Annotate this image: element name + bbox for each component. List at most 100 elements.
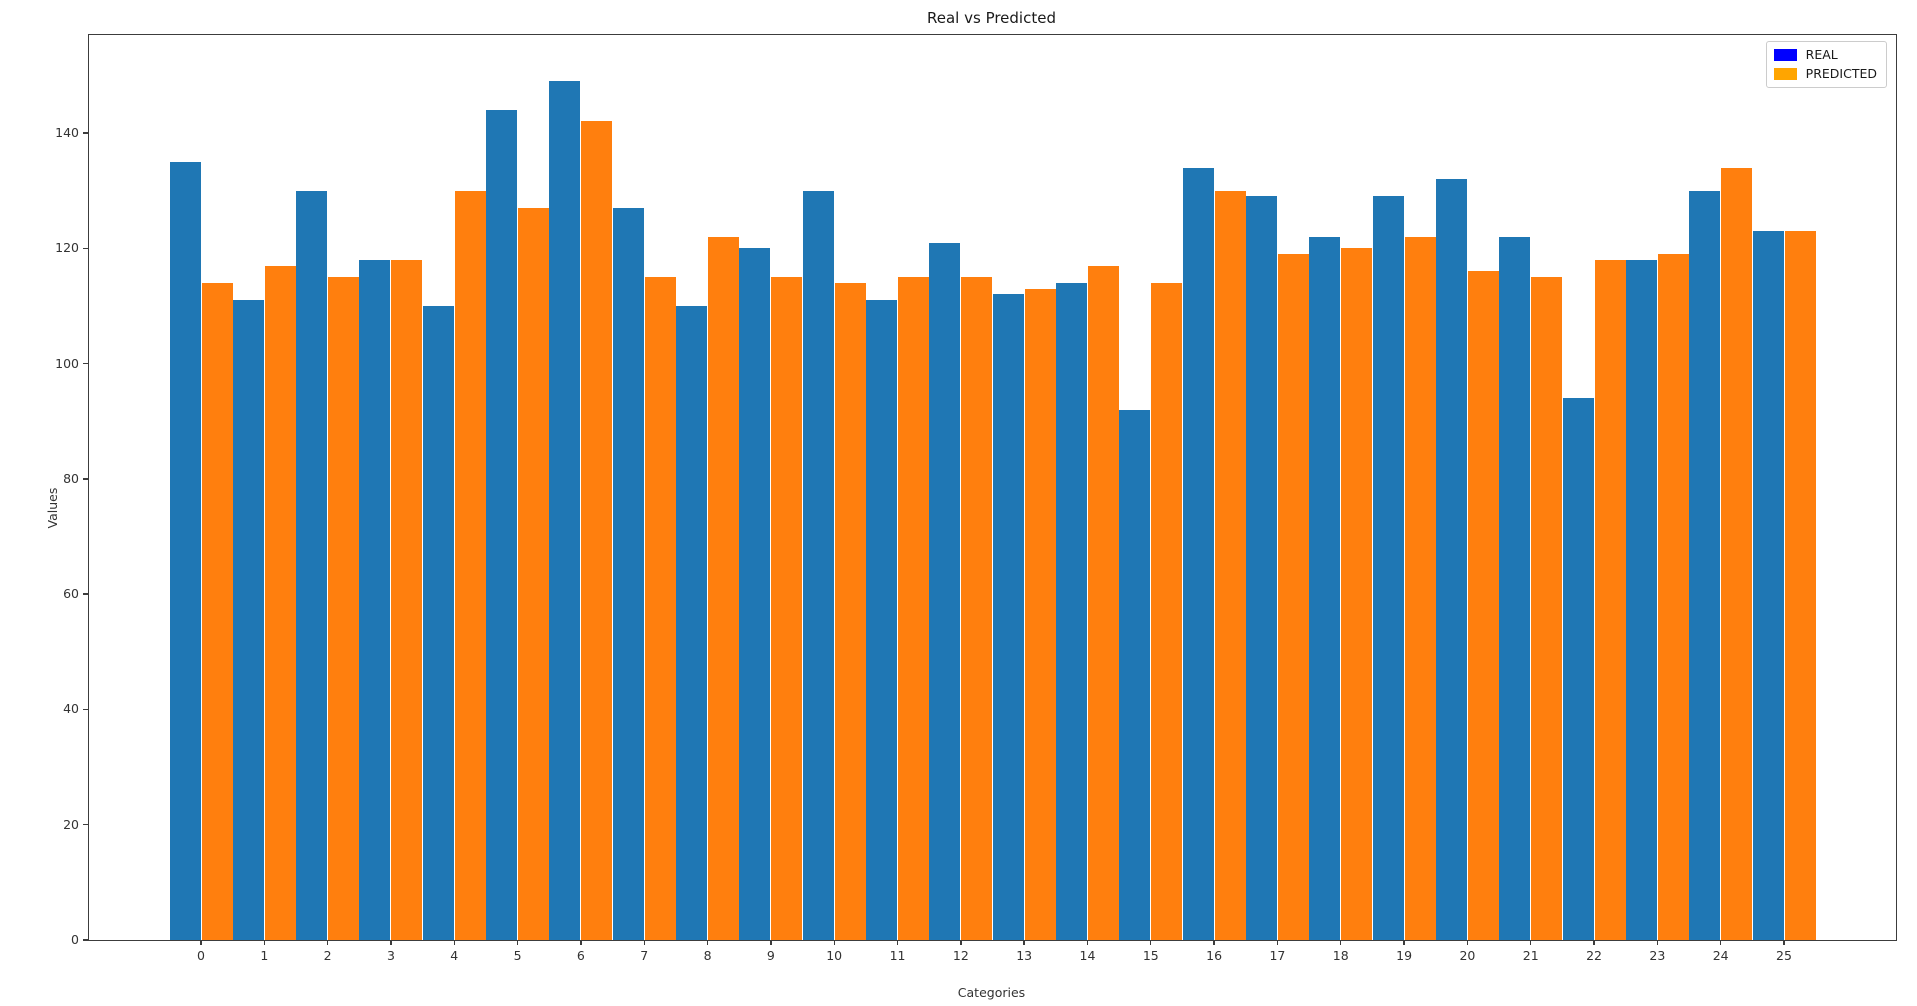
x-tick-label-16: 16 <box>1206 948 1223 963</box>
x-tick-mark-15 <box>1150 940 1152 945</box>
x-tick-label-7: 7 <box>640 948 649 963</box>
bar-real-2 <box>296 190 328 940</box>
bar-predicted-6 <box>581 121 613 940</box>
bar-real-4 <box>422 305 454 940</box>
bar-real-14 <box>1055 282 1087 940</box>
bar-real-25 <box>1752 231 1784 940</box>
bar-predicted-2 <box>328 277 360 940</box>
bar-predicted-20 <box>1467 271 1499 940</box>
bar-predicted-8 <box>708 236 740 940</box>
legend-item-real: REAL <box>1773 48 1877 62</box>
bar-predicted-4 <box>454 190 486 940</box>
bar-predicted-22 <box>1594 259 1626 940</box>
bar-real-11 <box>866 300 898 940</box>
bar-predicted-1 <box>264 265 296 940</box>
y-tick-label-40: 40 <box>63 701 79 717</box>
x-tick-label-13: 13 <box>1016 948 1033 963</box>
x-tick-label-15: 15 <box>1142 948 1159 963</box>
y-tick-label-60: 60 <box>63 586 79 602</box>
x-tick-label-24: 24 <box>1712 948 1729 963</box>
x-tick-label-20: 20 <box>1459 948 1476 963</box>
y-tick-label-0: 0 <box>71 932 79 947</box>
bar-real-16 <box>1182 167 1214 940</box>
y-tick-mark-80 <box>83 478 88 480</box>
bar-real-22 <box>1562 398 1594 940</box>
bar-real-19 <box>1372 196 1404 940</box>
x-tick-mark-5 <box>516 940 519 945</box>
x-tick-label-18: 18 <box>1332 948 1349 963</box>
x-tick-mark-22 <box>1593 940 1595 945</box>
x-tick-mark-23 <box>1656 940 1659 945</box>
bar-real-18 <box>1309 236 1341 940</box>
x-tick-label-2: 2 <box>323 948 332 963</box>
bar-real-21 <box>1499 236 1531 940</box>
bar-predicted-25 <box>1784 231 1816 940</box>
x-axis-label: Categories <box>957 985 1026 1000</box>
bar-predicted-17 <box>1277 254 1309 940</box>
x-tick-label-11: 11 <box>889 948 906 963</box>
bar-predicted-19 <box>1404 236 1436 940</box>
x-tick-mark-17 <box>1276 940 1279 945</box>
x-tick-label-12: 12 <box>952 948 969 963</box>
x-tick-mark-25 <box>1783 940 1785 945</box>
x-tick-label-1: 1 <box>260 948 269 963</box>
bar-real-17 <box>1245 196 1277 940</box>
x-tick-label-9: 9 <box>766 948 775 963</box>
x-tick-mark-14 <box>1086 940 1089 945</box>
bar-real-15 <box>1119 409 1151 940</box>
bar-predicted-15 <box>1151 282 1183 940</box>
bar-predicted-5 <box>518 207 550 940</box>
x-tick-mark-4 <box>453 940 455 945</box>
x-tick-mark-3 <box>390 940 392 945</box>
y-tick-mark-140 <box>83 132 88 134</box>
x-tick-mark-24 <box>1719 940 1722 945</box>
x-tick-mark-21 <box>1530 940 1532 945</box>
bar-predicted-10 <box>834 282 866 940</box>
bar-real-3 <box>359 259 391 940</box>
bar-real-0 <box>169 161 201 940</box>
bar-real-6 <box>549 81 581 940</box>
bar-predicted-18 <box>1341 248 1373 940</box>
x-tick-label-10: 10 <box>826 948 843 963</box>
x-tick-mark-13 <box>1023 940 1025 945</box>
y-tick-label-20: 20 <box>63 816 79 832</box>
y-tick-label-140: 140 <box>55 124 79 140</box>
plot-area: 0 20 40 60 80 100 120 140 0 1 2 3 4 5 6 7 8 9 10 11 12 13 14 1… <box>45 34 1897 963</box>
x-tick-mark-12 <box>960 940 962 945</box>
bar-real-12 <box>929 242 961 940</box>
x-tick-mark-2 <box>326 940 329 945</box>
bar-real-10 <box>802 190 834 940</box>
x-tick-label-4: 4 <box>450 948 459 963</box>
y-tick-mark-0 <box>83 939 88 941</box>
x-tick-label-17: 17 <box>1269 948 1286 963</box>
y-tick-mark-120 <box>83 247 88 249</box>
bar-predicted-11 <box>898 277 930 940</box>
x-tick-mark-9 <box>770 940 772 945</box>
x-tick-mark-19 <box>1403 940 1405 945</box>
x-tick-mark-18 <box>1340 940 1342 945</box>
bar-predicted-3 <box>391 259 423 940</box>
bar-predicted-23 <box>1657 254 1689 940</box>
y-tick-mark-20 <box>83 824 88 826</box>
bar-real-5 <box>486 109 518 940</box>
bar-real-9 <box>739 248 771 940</box>
x-tick-mark-0 <box>200 940 202 945</box>
bar-predicted-21 <box>1531 277 1563 940</box>
bar-real-1 <box>232 300 264 940</box>
bar-real-13 <box>992 294 1024 940</box>
y-tick-mark-40 <box>83 708 88 711</box>
x-tick-label-5: 5 <box>513 948 522 963</box>
bar-real-24 <box>1689 190 1721 940</box>
x-tick-mark-8 <box>706 940 709 945</box>
bar-real-7 <box>612 207 644 940</box>
x-tick-mark-16 <box>1213 940 1215 945</box>
bar-predicted-9 <box>771 277 803 940</box>
legend-item-predicted: PREDICTED <box>1773 67 1877 81</box>
x-tick-mark-6 <box>580 940 582 945</box>
bar-predicted-14 <box>1087 265 1119 940</box>
y-axis-label: Values <box>44 487 60 529</box>
y-tick-mark-100 <box>83 362 88 365</box>
x-tick-label-14: 14 <box>1079 948 1096 963</box>
x-tick-label-3: 3 <box>386 948 395 963</box>
x-tick-label-6: 6 <box>576 948 585 963</box>
